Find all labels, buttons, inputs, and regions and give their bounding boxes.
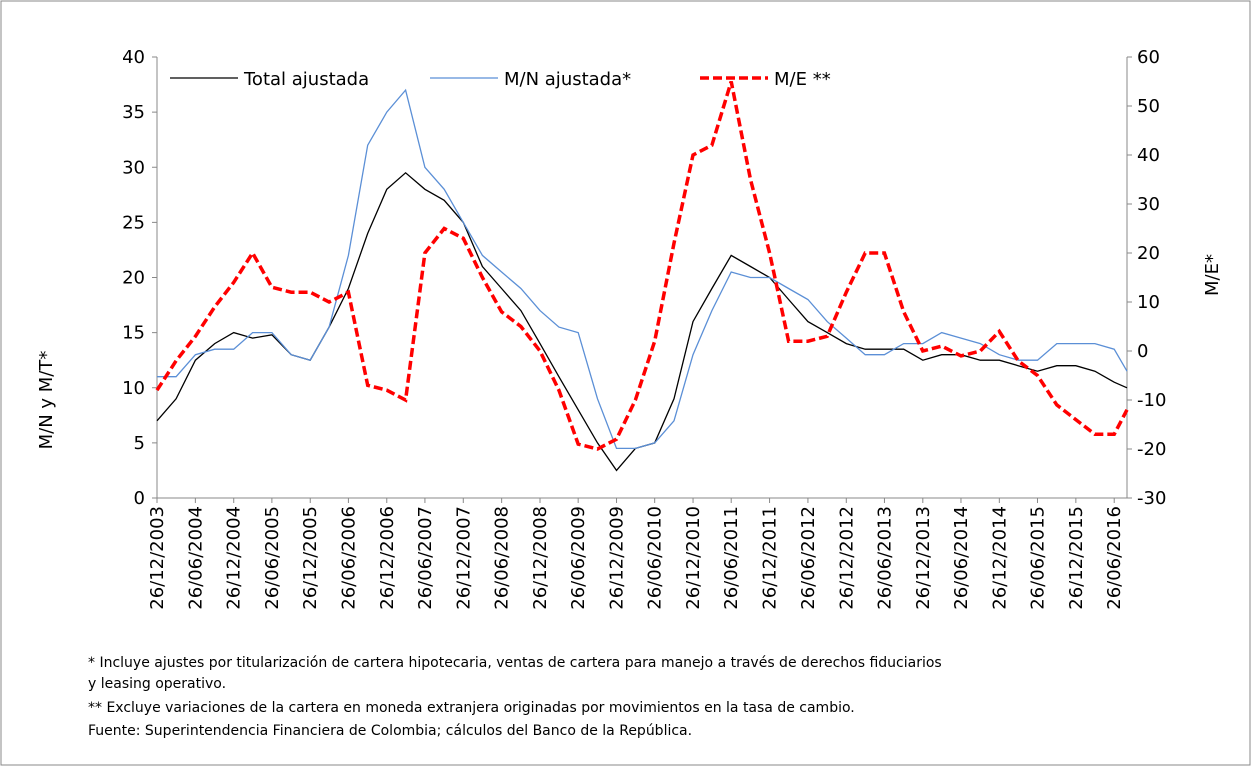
y2-tick-label: 60 (1137, 47, 1160, 68)
legend-label: M/N ajustada* (504, 69, 631, 90)
x-tick-label: 26/12/2007 (453, 506, 474, 610)
x-tick-label: 26/12/2005 (300, 506, 321, 610)
y2-tick-label: 50 (1137, 96, 1160, 117)
y-tick-label: 5 (134, 433, 145, 454)
x-tick-label: 26/06/2010 (645, 506, 666, 610)
x-tick-label: 26/06/2004 (185, 506, 206, 610)
y-tick-label: 0 (134, 488, 145, 509)
series-line (157, 88, 1128, 450)
x-tick-label: 26/12/2012 (836, 506, 857, 610)
y-tick-label: 30 (122, 157, 145, 178)
y2-tick-label: 40 (1137, 145, 1160, 166)
y-tick-label: 10 (122, 378, 145, 399)
x-tick-label: 26/06/2015 (1027, 506, 1048, 610)
footnote: Fuente: Superintendencia Financiera de C… (88, 723, 692, 739)
y-tick-label: 25 (122, 212, 145, 233)
x-tick-label: 26/12/2015 (1066, 506, 1087, 610)
y-tick-label: 15 (122, 323, 145, 344)
y2-tick-label: 10 (1137, 292, 1160, 313)
x-tick-label: 26/12/2009 (607, 506, 628, 610)
y-tick-label: 40 (122, 47, 145, 68)
y2-tick-label: -20 (1137, 439, 1166, 460)
x-tick-label: 26/12/2004 (224, 506, 245, 610)
legend-label: M/E ** (774, 69, 831, 90)
x-tick-label: 26/12/2013 (913, 506, 934, 610)
y2-tick-label: 30 (1137, 194, 1160, 215)
footnote: ** Excluye variaciones de la cartera en … (88, 700, 855, 716)
y-tick-label: 20 (122, 268, 145, 289)
x-tick-label: 26/06/2014 (951, 506, 972, 610)
x-tick-label: 26/06/2016 (1104, 506, 1125, 610)
x-tick-label: 26/06/2007 (415, 506, 436, 610)
series-line (155, 80, 1129, 451)
y2-tick-label: 20 (1137, 243, 1160, 264)
x-tick-label: 26/12/2011 (760, 506, 781, 610)
x-tick-label: 26/06/2009 (568, 506, 589, 610)
x-tick-label: 26/06/2012 (798, 506, 819, 610)
x-tick-label: 26/12/2010 (683, 506, 704, 610)
y-axis-title: M/N y M/T* (36, 351, 57, 450)
x-tick-label: 26/12/2003 (147, 506, 168, 610)
footnote: * Incluye ajustes por titularización de … (88, 655, 942, 671)
y2-tick-label: 0 (1137, 341, 1148, 362)
footnote: y leasing operativo. (88, 676, 226, 692)
y2-axis-title: M/E* (1202, 254, 1223, 296)
y2-tick-label: -30 (1137, 488, 1166, 509)
y-tick-label: 35 (122, 102, 145, 123)
x-tick-label: 26/12/2014 (989, 506, 1010, 610)
x-tick-label: 26/06/2011 (721, 506, 742, 610)
x-tick-label: 26/12/2008 (530, 506, 551, 610)
x-tick-label: 26/06/2008 (492, 506, 513, 610)
x-tick-label: 26/06/2006 (338, 506, 359, 610)
x-tick-label: 26/12/2006 (377, 506, 398, 610)
legend-label: Total ajustada (243, 69, 369, 90)
y2-tick-label: -10 (1137, 390, 1166, 411)
x-tick-label: 26/06/2005 (262, 506, 283, 610)
x-tick-label: 26/06/2013 (874, 506, 895, 610)
